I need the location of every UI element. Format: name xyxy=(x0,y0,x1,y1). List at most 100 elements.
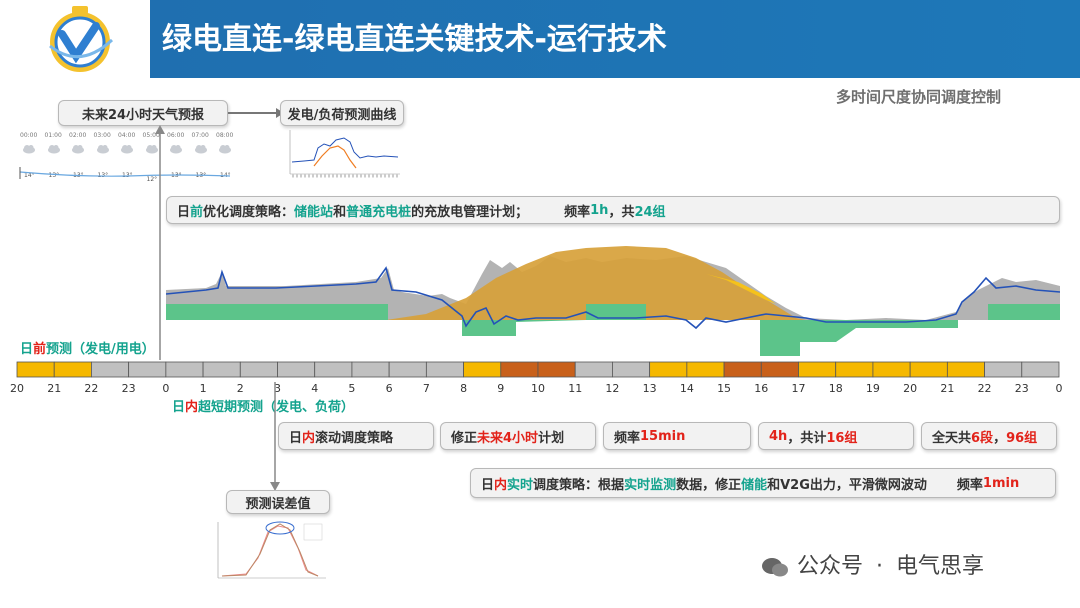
realtime-strategy-box: 日内实时 调度策略：根据 实时监测 数据，修正 储能 和V2G出力，平滑微网波动 频率 1mi… xyxy=(470,468,1056,498)
day-ahead-strategy-box: 日前优化调度策略： 储能站和普通充电桩 的充放电管理计划； 频率 1h ，共 24组 xyxy=(166,196,1060,224)
weather-temp-label: 14° xyxy=(24,172,35,179)
timeline-tick-label: 14 xyxy=(680,382,694,395)
wechat-icon xyxy=(760,556,790,578)
footer-watermark: 公众号 · 电气思享 xyxy=(760,548,984,580)
schedule-area-chart xyxy=(166,246,1060,356)
timeline-tick-label: 23 xyxy=(122,382,136,395)
timeline-segment xyxy=(984,361,1023,378)
intraday-rolling-strategy-box: 日内滚动调度策略 xyxy=(278,422,434,450)
weather-forecast-label: 未来24小时天气预报 xyxy=(58,100,228,126)
cloud-icon xyxy=(72,145,84,154)
timeline-tick-label: 20 xyxy=(903,382,917,395)
weather-temp-label: 13° xyxy=(48,172,60,179)
timeline-tick-label: 18 xyxy=(829,382,843,395)
timeline-tick-label: 1 xyxy=(200,382,207,395)
cloud-icon xyxy=(23,145,35,154)
forecast-error-label: 预测误差值 xyxy=(226,490,330,514)
timeline-tick-label: 17 xyxy=(792,382,806,395)
forecast-curve-thumbnail xyxy=(289,130,400,178)
frequency-15min-box: 频率 15min xyxy=(603,422,751,450)
timeline-tick-label: 5 xyxy=(348,382,355,395)
timeline-segment xyxy=(574,361,613,378)
timeline-segment xyxy=(835,361,874,378)
timeline-tick-label: 15 xyxy=(717,382,731,395)
cloud-icon xyxy=(194,145,207,154)
timeline-tick-label: 4 xyxy=(311,382,318,395)
weather-time-label: 08:00 xyxy=(216,132,234,139)
timeline-tick-label: 21 xyxy=(47,382,61,395)
arrow-up-icon xyxy=(155,125,165,360)
header-bar xyxy=(0,0,1080,78)
timeline-segment xyxy=(202,361,241,378)
timeline-tick-label: 19 xyxy=(866,382,880,395)
timeline-segment xyxy=(500,361,539,378)
timeline-segment xyxy=(537,361,576,378)
weather-temp-label: 13° xyxy=(97,172,109,179)
timeline-segment xyxy=(425,361,464,378)
timeline-segment xyxy=(760,361,799,378)
timeline-segment xyxy=(91,361,130,378)
weather-time-label: 04:00 xyxy=(118,132,136,139)
timeline-tick-label: 8 xyxy=(460,382,467,395)
timeline-tick-label: 3 xyxy=(274,382,281,395)
page-title: 绿电直连-绿电直连关键技术-运行技术 xyxy=(162,22,667,57)
timeline-segment xyxy=(165,361,204,378)
timeline-tick-label: 21 xyxy=(940,382,954,395)
day-ahead-forecast-label: 日前预测（发电/用电） xyxy=(20,342,155,357)
timeline-segment xyxy=(872,361,911,378)
timeline-segment xyxy=(946,361,985,378)
timeline-segment xyxy=(16,361,55,378)
cloud-icon xyxy=(47,145,60,154)
arrow-right-icon xyxy=(228,108,284,118)
timeline-segment xyxy=(128,361,167,378)
weather-time-label: 07:00 xyxy=(191,132,209,139)
timeline-segment xyxy=(351,361,390,378)
cloud-icon xyxy=(219,145,231,154)
weather-time-label: 02:00 xyxy=(69,132,87,139)
intraday-forecast-label: 日内超短期预测（发电、负荷） xyxy=(172,400,355,415)
weather-temp-label: 12° xyxy=(146,176,158,183)
timeline-tick-label: 20 xyxy=(10,382,24,395)
forecast-error-thumbnail xyxy=(217,521,326,579)
timeline-tick-label: 11 xyxy=(568,382,582,395)
timeline-tick-label: 22 xyxy=(84,382,98,395)
timeline-segment xyxy=(388,361,427,378)
stopwatch-logo-icon xyxy=(49,6,114,72)
cloud-icon xyxy=(145,145,158,154)
four-hour-groups-box: 4h ，共计 16组 xyxy=(758,422,914,450)
timeline-tick-label: 9 xyxy=(497,382,504,395)
forecast-curve-label: 发电/负荷预测曲线 xyxy=(280,100,404,126)
timeline-segment xyxy=(649,361,688,378)
weather-time-label: 00:00 xyxy=(20,132,38,139)
timeline-segment xyxy=(53,361,92,378)
timeline-segment xyxy=(1021,361,1060,378)
weather-time-label: 03:00 xyxy=(93,132,111,139)
timeline-tick-label: 23 xyxy=(1015,382,1029,395)
weather-time-label: 06:00 xyxy=(167,132,185,139)
timeline-tick-label: 0 xyxy=(1056,382,1063,395)
timeline-segment xyxy=(463,361,502,378)
timeline-tick-label: 10 xyxy=(531,382,545,395)
revise-plan-box: 修正 未来4小时 计划 xyxy=(440,422,596,450)
footer-left: 公众号 xyxy=(797,554,864,579)
timeline-tick-label: 22 xyxy=(978,382,992,395)
logo-area xyxy=(0,0,150,78)
timeline-tick-label: 12 xyxy=(605,382,619,395)
timeline-tick-label: 6 xyxy=(386,382,393,395)
cloud-icon xyxy=(170,145,182,154)
cloud-icon xyxy=(96,145,109,154)
timeline-tick-label: 2 xyxy=(237,382,244,395)
timeline-segment xyxy=(612,361,651,378)
cloud-icon xyxy=(121,145,133,154)
page-subtitle: 多时间尺度协同调度控制 xyxy=(836,88,1002,106)
timeline-segment xyxy=(277,361,316,378)
temperature-curve xyxy=(19,167,231,179)
timeline-segment xyxy=(909,361,948,378)
arrow-down-icon xyxy=(270,382,280,491)
timeline-segment xyxy=(686,361,725,378)
timeline: 20 21 22 23 0 1 2 3 4 5 6 7 8 9 10 11 12 13 14 15 16 17 18 19 20… xyxy=(10,361,1063,395)
timeline-segment xyxy=(723,361,762,378)
footer-right: 电气思享 xyxy=(896,554,985,579)
timeline-tick-label: 7 xyxy=(423,382,430,395)
weather-time-label: 01:00 xyxy=(44,132,62,139)
